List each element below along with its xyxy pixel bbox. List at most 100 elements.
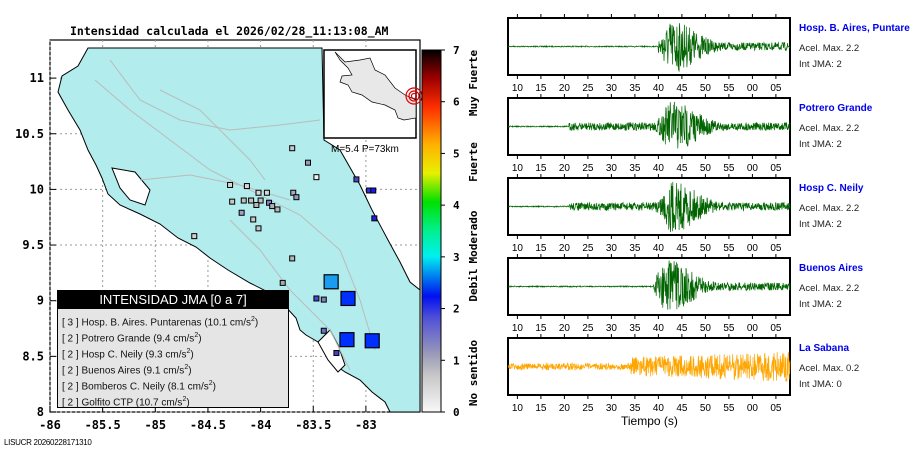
station-marker[interactable] — [243, 183, 250, 190]
time-tick-label: 20 — [559, 163, 571, 174]
station-marker[interactable] — [289, 255, 296, 262]
time-tick-label: 55 — [723, 83, 735, 94]
station-marker[interactable] — [250, 216, 257, 223]
time-tick-label: 50 — [700, 403, 712, 414]
x-tick-label: -84.5 — [190, 418, 226, 432]
time-tick-label: 35 — [629, 163, 641, 174]
station-marker[interactable] — [253, 201, 260, 208]
station-marker[interactable] — [293, 194, 300, 201]
time-tick-label: 55 — [723, 403, 735, 414]
station-name: Buenos Aires — [799, 263, 864, 274]
station-marker[interactable] — [229, 198, 236, 205]
time-tick-label: 00 — [747, 403, 759, 414]
legend-accel-exp: 2 — [186, 348, 191, 355]
station-marker[interactable] — [191, 233, 198, 240]
station-marker[interactable] — [255, 225, 262, 232]
station-marker[interactable] — [340, 290, 356, 307]
legend-intensity: [ 2 ] — [62, 397, 79, 409]
station-marker[interactable] — [339, 332, 355, 348]
colorbar-tick-label: 0 — [453, 406, 460, 419]
colorbar-tick-label: 6 — [453, 96, 460, 109]
station-marker[interactable] — [257, 197, 264, 204]
time-tick-label: 45 — [676, 83, 688, 94]
x-tick-label: -83.5 — [295, 418, 331, 432]
station-marker[interactable] — [320, 296, 327, 303]
max-accel: Acel. Max. 2.2 — [799, 43, 860, 54]
legend-station: Bomberos C. Neily — [81, 381, 165, 393]
time-tick-label: 55 — [723, 163, 735, 174]
time-tick-label: 10 — [512, 243, 524, 254]
max-accel: Acel. Max. 2.2 — [799, 123, 860, 134]
x-tick-label: -85 — [144, 418, 166, 432]
time-tick-label: 55 — [723, 243, 735, 254]
max-accel: Acel. Max. 2.2 — [799, 203, 860, 214]
time-tick-label: 50 — [700, 323, 712, 334]
jma-intensity: Int JMA: 0 — [799, 379, 842, 390]
time-tick-label: 50 — [700, 163, 712, 174]
trace-info: La Sabana Acel. Max. 0.2 Int JMA: 0 — [799, 343, 859, 390]
legend-row: [ 2 ] Golfito CTP (10.7 cm/s2) — [62, 396, 190, 409]
station-marker[interactable] — [320, 327, 327, 334]
time-tick-label: 10 — [512, 403, 524, 414]
time-tick-label: 25 — [582, 163, 594, 174]
station-marker[interactable] — [269, 203, 276, 210]
intensity-category-label: Debil — [467, 268, 480, 301]
x-tick-label: -83 — [355, 418, 377, 432]
station-marker[interactable] — [266, 199, 273, 206]
station-marker[interactable] — [333, 350, 340, 357]
max-accel: Acel. Max. 2.2 — [799, 283, 860, 294]
legend-station: Hosp. B. Aires. Puntarenas — [81, 317, 202, 329]
legend-accel: (10.1 cm/s — [204, 317, 252, 329]
trace-info: Potrero Grande Acel. Max. 2.2 Int JMA: 2 — [799, 103, 872, 150]
station-marker[interactable] — [353, 176, 360, 183]
legend-intensity: [ 3 ] — [62, 317, 79, 329]
time-tick-label: 35 — [629, 83, 641, 94]
time-tick-label: 05 — [770, 83, 782, 94]
station-marker[interactable] — [238, 209, 245, 216]
time-tick-label: 20 — [559, 323, 571, 334]
time-tick-label: 20 — [559, 243, 571, 254]
legend-accel: (9.1 cm/s — [143, 365, 185, 377]
legend-station: Potrero Grande — [81, 333, 151, 345]
station-marker[interactable] — [304, 159, 311, 166]
station-marker[interactable] — [313, 174, 320, 181]
station-marker[interactable] — [290, 189, 297, 196]
time-tick-label: 30 — [606, 83, 618, 94]
y-tick-label: 11 — [30, 71, 44, 85]
time-tick-label: 05 — [770, 163, 782, 174]
legend-accel: (8.1 cm/s — [167, 381, 209, 393]
station-marker[interactable] — [263, 189, 270, 196]
station-marker[interactable] — [370, 187, 377, 194]
station-marker[interactable] — [313, 295, 320, 302]
time-tick-label: 05 — [770, 403, 782, 414]
trace-info: Hosp. B. Aires, Puntare Acel. Max. 2.2 Int… — [799, 23, 910, 70]
station-marker[interactable] — [255, 189, 262, 196]
intensity-category-label: Moderado — [467, 210, 480, 263]
station-marker[interactable] — [289, 145, 296, 152]
waveform-line — [507, 351, 791, 382]
station-marker[interactable] — [279, 279, 286, 286]
legend-accel-exp: 2 — [208, 380, 213, 387]
x-tick-label: -85.5 — [85, 418, 121, 432]
station-marker[interactable] — [240, 197, 247, 204]
intensity-legend: INTENSIDAD JMA [0 a 7] [ 3 ] Hosp. B. Ai… — [57, 290, 289, 408]
land-costa-rica — [57, 47, 421, 413]
station-marker[interactable] — [274, 206, 281, 213]
legend-intensity: [ 2 ] — [62, 365, 79, 377]
y-tick-label: 9 — [37, 294, 44, 308]
colorbar-tick-label: 3 — [453, 251, 460, 264]
station-marker[interactable] — [248, 197, 255, 204]
legend-intensity: [ 2 ] — [62, 349, 79, 361]
time-tick-label: 10 — [512, 83, 524, 94]
time-tick-label: 25 — [582, 403, 594, 414]
page-title: Intensidad calculada el 2026/02/28_11:13… — [70, 24, 389, 38]
station-marker[interactable] — [364, 333, 380, 349]
time-tick-label: 45 — [676, 163, 688, 174]
intensity-category-label: Fuerte — [467, 142, 480, 182]
station-marker[interactable] — [371, 215, 378, 222]
station-marker[interactable] — [227, 181, 234, 188]
legend-intensity: [ 2 ] — [62, 333, 79, 345]
legend-row: [ 2 ] Hosp C. Neily (9.3 cm/s2) — [62, 348, 194, 361]
station-marker[interactable] — [323, 274, 339, 290]
time-tick-label: 00 — [747, 323, 759, 334]
